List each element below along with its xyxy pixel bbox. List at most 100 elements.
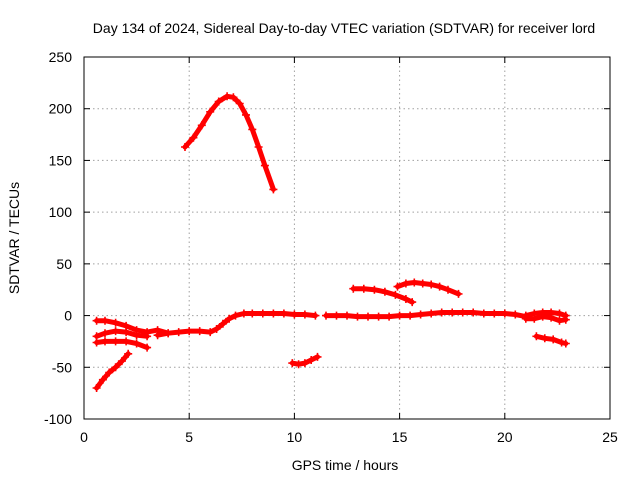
- data-point: [364, 312, 372, 321]
- data-point: [92, 384, 101, 392]
- series-arc-late-c: [532, 332, 570, 348]
- data-point: [532, 332, 541, 341]
- data-point: [279, 309, 288, 318]
- data-point: [294, 360, 303, 369]
- data-point: [258, 309, 267, 318]
- data-point: [385, 312, 394, 321]
- data-point: [557, 338, 566, 347]
- data-point: [153, 326, 162, 335]
- y-tick-label: 0: [64, 308, 72, 324]
- data-point: [307, 356, 316, 364]
- data-point: [437, 308, 446, 317]
- data-point: [530, 314, 539, 323]
- data-point: [408, 298, 417, 307]
- series-arc-main-left: [153, 309, 320, 340]
- data-point: [359, 284, 368, 293]
- series-arc-steep: [92, 349, 133, 392]
- grid-lines: [84, 57, 610, 419]
- data-point: [311, 311, 320, 320]
- data-point: [197, 121, 206, 130]
- data-point: [395, 311, 404, 320]
- data-point: [242, 110, 250, 119]
- axis-ticks: [83, 56, 611, 420]
- x-tick-label: 5: [185, 429, 193, 445]
- plot-frame: [83, 56, 611, 420]
- series-arc-dip: [288, 352, 322, 369]
- x-tick-label: 15: [392, 429, 408, 445]
- data-point: [313, 352, 322, 361]
- data-point: [164, 329, 173, 338]
- data-point: [393, 282, 402, 291]
- data-point: [248, 125, 257, 134]
- data-point: [479, 309, 488, 318]
- data-point: [380, 287, 389, 296]
- data-point: [212, 325, 221, 333]
- data-point: [239, 309, 248, 318]
- data-point: [111, 363, 120, 372]
- data-point: [410, 278, 419, 287]
- data-point: [143, 343, 152, 352]
- data-point: [332, 311, 341, 320]
- data-point: [454, 289, 463, 298]
- data-point: [225, 314, 234, 323]
- data-point: [401, 295, 410, 303]
- x-tick-label: 20: [497, 429, 513, 445]
- data-point: [555, 309, 564, 318]
- data-point: [260, 161, 269, 170]
- data-point: [101, 337, 109, 346]
- data-point: [427, 280, 436, 289]
- x-tick-labels: 0 5 10 15 20 25: [80, 429, 618, 445]
- y-tick-label: 200: [49, 101, 73, 117]
- series-arc-early-b: [92, 327, 152, 341]
- data-point: [561, 339, 570, 348]
- x-tick-label: 0: [80, 429, 88, 445]
- data-point: [218, 319, 227, 328]
- data-point: [231, 311, 240, 320]
- data-point: [269, 185, 278, 194]
- data-point: [105, 368, 114, 377]
- data-point: [174, 328, 183, 337]
- data-point: [195, 327, 204, 336]
- data-point: [540, 334, 549, 343]
- data-point: [290, 310, 299, 319]
- data-point: [235, 99, 244, 108]
- data-point: [370, 285, 379, 294]
- data-point: [406, 311, 415, 320]
- data-point: [374, 312, 383, 321]
- data-point: [349, 284, 358, 293]
- data-point: [427, 309, 436, 318]
- data-point: [122, 337, 131, 346]
- data-point: [444, 285, 452, 294]
- series-band: [94, 338, 150, 351]
- data-point: [549, 335, 558, 344]
- data-point: [254, 143, 263, 151]
- data-point: [181, 143, 189, 151]
- data-point: [185, 327, 194, 336]
- data-point: [300, 359, 309, 368]
- data-point: [214, 97, 223, 106]
- y-tick-label: -100: [44, 411, 72, 427]
- y-tick-label: 100: [49, 204, 73, 220]
- series-arc-main-right: [322, 308, 530, 321]
- data-point: [448, 308, 457, 317]
- data-point: [248, 309, 257, 318]
- data-point: [458, 308, 467, 317]
- data-point: [300, 310, 309, 319]
- data-point: [269, 309, 278, 318]
- data-series: [92, 92, 570, 392]
- data-point: [117, 357, 126, 366]
- data-point: [92, 316, 101, 325]
- data-point: [353, 312, 362, 321]
- data-point: [101, 329, 109, 338]
- data-point: [401, 279, 410, 288]
- series-arc-late-b: [521, 312, 570, 325]
- series-band: [94, 351, 131, 391]
- data-point: [561, 315, 570, 324]
- y-tick-labels: -100 -50 0 50 100 150 200 250: [44, 49, 72, 427]
- data-point: [521, 314, 530, 323]
- x-axis-label: GPS time / hours: [292, 457, 399, 473]
- y-tick-label: 250: [49, 49, 73, 65]
- y-tick-label: -50: [52, 359, 72, 375]
- data-point: [206, 328, 215, 337]
